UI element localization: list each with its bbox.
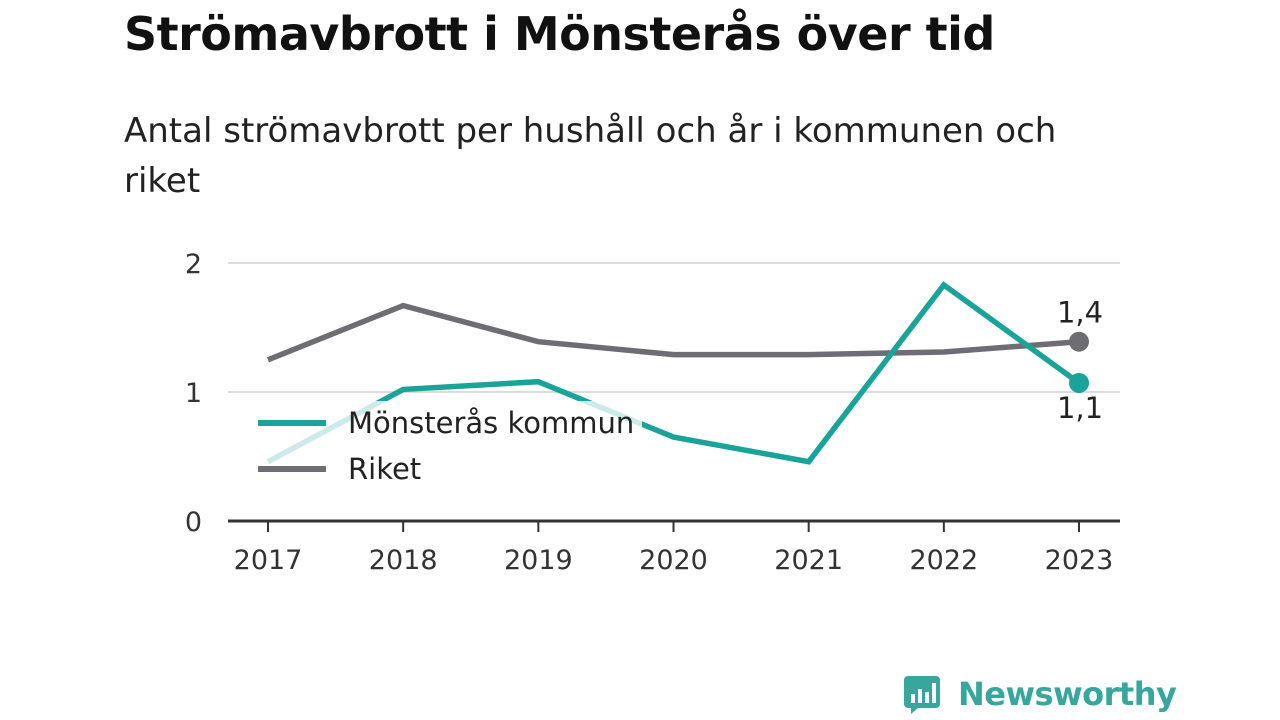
end-value-label: 1,1 xyxy=(1057,391,1103,425)
y-tick-label: 1 xyxy=(185,378,202,409)
x-tick-label: 2017 xyxy=(234,545,303,576)
y-tick-label: 2 xyxy=(185,249,202,280)
series-line-monsteras xyxy=(266,281,1081,465)
x-tick-label: 2020 xyxy=(639,545,708,576)
end-marker-monsteras xyxy=(1069,372,1089,393)
legend: Mönsterås kommun Riket xyxy=(250,401,642,493)
legend-backdrop xyxy=(250,401,642,493)
legend-label: Riket xyxy=(348,452,421,486)
end-value-label: 1,4 xyxy=(1057,296,1103,330)
series-line-riket xyxy=(266,302,1080,363)
x-axis: 2017 2018 2019 2020 2021 2022 2023 xyxy=(228,519,1120,576)
brand-name: Newsworthy xyxy=(958,675,1177,713)
y-tick-label: 0 xyxy=(185,507,202,538)
bar-chart-speech-icon xyxy=(904,676,940,714)
x-tick-label: 2022 xyxy=(909,545,978,576)
gridlines xyxy=(228,262,1120,393)
x-tick-label: 2023 xyxy=(1045,545,1114,576)
y-axis-tick-labels: 0 1 2 xyxy=(185,249,202,538)
chart-title: Strömavbrott i Mönsterås över tid xyxy=(124,7,995,61)
chart-subtitle: Antal strömavbrott per hushåll och år i … xyxy=(124,111,1057,201)
series-lines xyxy=(266,281,1081,465)
legend-label: Mönsterås kommun xyxy=(348,406,634,440)
newsworthy-logo: Newsworthy xyxy=(902,670,1177,718)
x-tick-label: 2021 xyxy=(774,545,843,576)
x-tick-label: 2018 xyxy=(369,545,438,576)
end-markers: 1,1 1,4 xyxy=(1057,296,1103,425)
end-marker-riket xyxy=(1069,331,1089,352)
x-tick-label: 2019 xyxy=(504,545,573,576)
